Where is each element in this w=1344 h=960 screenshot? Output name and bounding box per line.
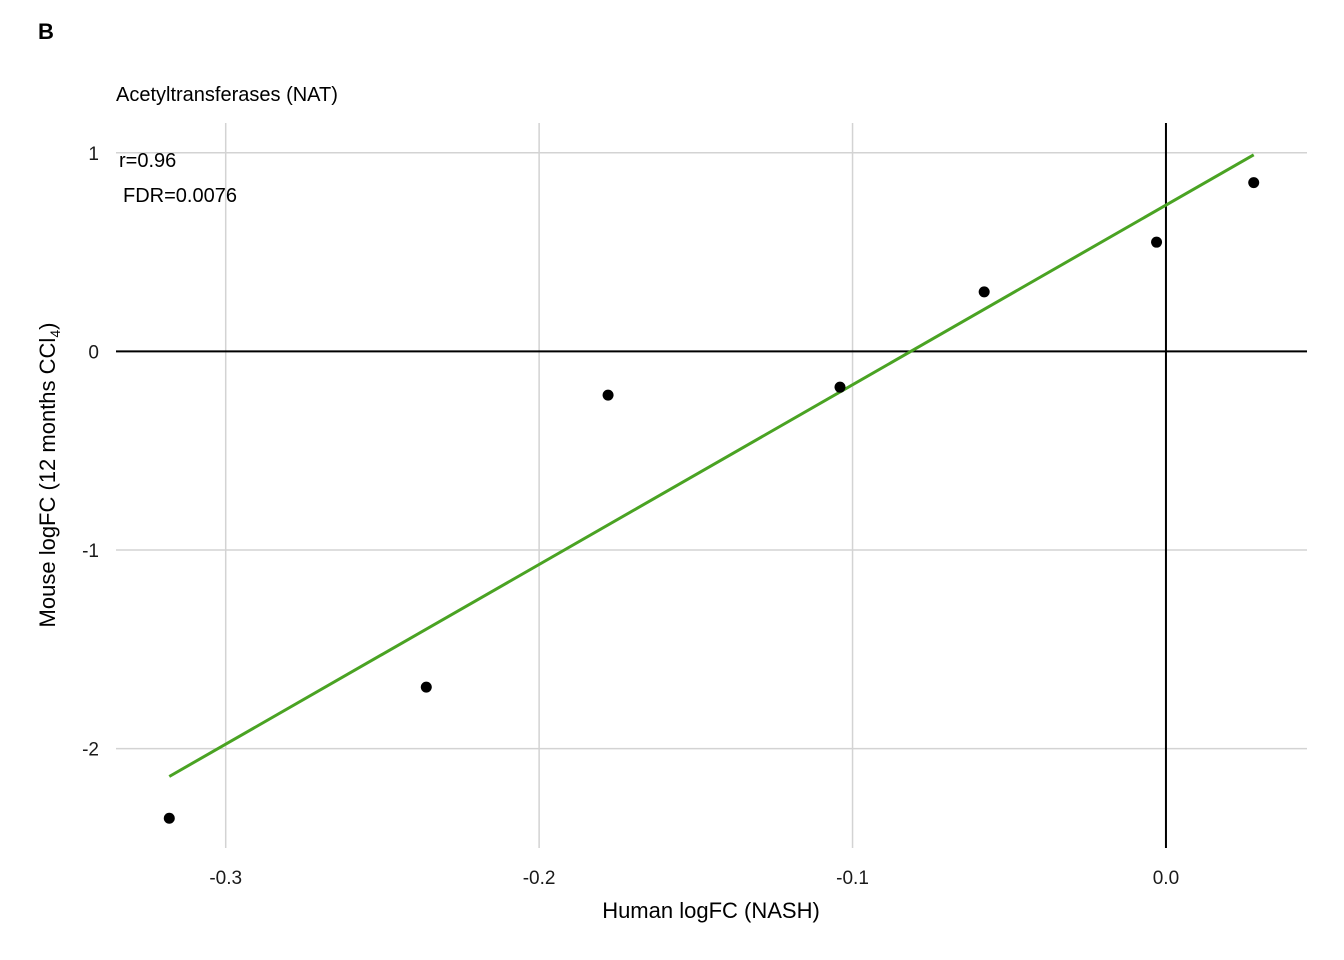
y-tick-label-3: 1 <box>88 144 99 165</box>
y-tick-labels: -2 -1 0 1 <box>82 144 99 761</box>
y-tick-label-2: 0 <box>88 342 99 363</box>
x-tick-label-1: -0.2 <box>523 868 556 889</box>
grid-lines <box>116 123 1307 848</box>
x-tick-labels: -0.3 -0.2 -0.1 0.0 <box>209 868 1179 889</box>
data-point-2 <box>602 389 614 401</box>
data-point-3 <box>834 381 846 393</box>
x-axis-label: Human logFC (NASH) <box>602 898 820 923</box>
panel-label: B <box>38 19 54 44</box>
annotation-r: r=0.96 <box>119 150 176 172</box>
data-point-0 <box>163 812 175 824</box>
chart-title: Acetyltransferases (NAT) <box>116 84 338 106</box>
y-axis-label: Mouse logFC (12 months CCl4) <box>35 323 63 628</box>
reference-lines <box>116 123 1307 848</box>
data-point-1 <box>420 681 432 693</box>
y-axis-label-end: ) <box>35 323 60 330</box>
data-point-4 <box>978 286 990 298</box>
y-axis-label-main: Mouse logFC (12 months CCl <box>35 338 60 628</box>
regression-line <box>168 153 1255 778</box>
fit-line-layer <box>168 153 1255 778</box>
data-point-5 <box>1151 236 1163 248</box>
annotation-fdr: FDR=0.0076 <box>123 185 237 207</box>
x-tick-label-2: -0.1 <box>836 868 869 889</box>
data-point-6 <box>1248 177 1260 189</box>
y-tick-label-1: -1 <box>82 541 99 562</box>
y-axis-label-subscript: 4 <box>47 330 63 338</box>
x-tick-label-3: 0.0 <box>1153 868 1179 889</box>
y-tick-label-0: -2 <box>82 740 99 761</box>
data-points <box>163 177 1260 824</box>
x-tick-label-0: -0.3 <box>209 868 242 889</box>
